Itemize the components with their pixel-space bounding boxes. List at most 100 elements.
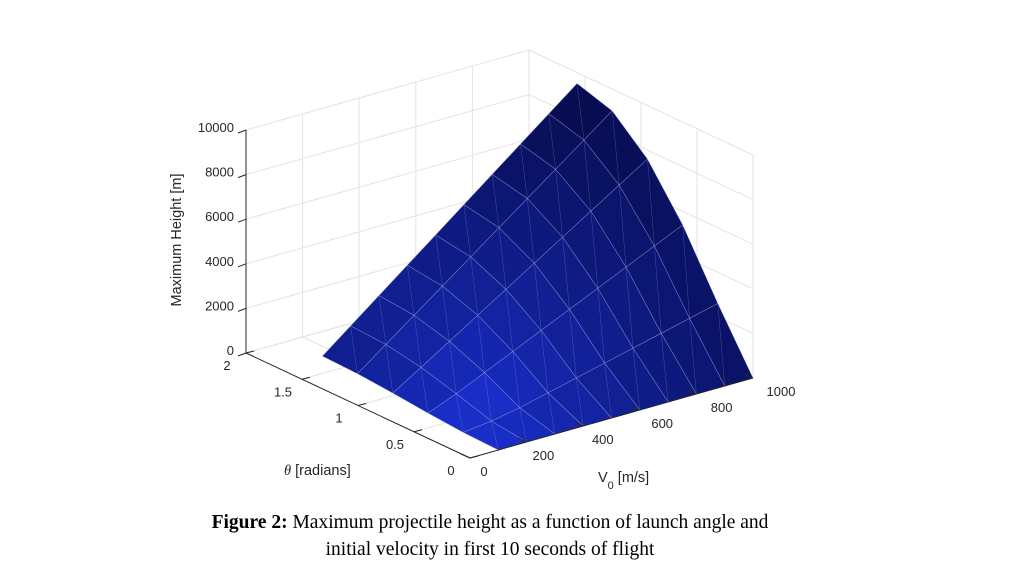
surface-diagonal	[505, 289, 514, 352]
x-axis-label-v: V	[598, 470, 608, 486]
x-tick	[460, 453, 471, 459]
surface-diagonal	[378, 295, 387, 345]
surface-patch	[413, 285, 478, 342]
surface-diagonal	[682, 224, 690, 319]
x-tick-label: 400	[592, 432, 614, 447]
surface-diagonal	[654, 245, 662, 334]
y-tick-label: 2	[223, 358, 230, 373]
surface-diagonal	[350, 325, 358, 374]
surface-diagonal	[442, 286, 450, 342]
z-gridline-back	[245, 94, 530, 176]
z-tick	[237, 263, 247, 268]
surface-diagonal	[413, 315, 422, 368]
surface-diagonal	[534, 263, 542, 331]
surface-diagonal	[618, 185, 627, 268]
surface-patch	[654, 224, 719, 319]
x-axis-line	[469, 377, 754, 459]
z-tick-label: 0	[227, 343, 234, 358]
axes: 020004000600080001000000.511.52020040060…	[198, 120, 796, 479]
surface-diagonal	[555, 169, 563, 238]
surface-diagonal	[449, 341, 457, 394]
z-tick	[237, 129, 247, 134]
y-tick	[245, 350, 255, 354]
z-tick-label: 8000	[205, 165, 234, 180]
z-tick	[237, 174, 247, 179]
y-tick	[469, 455, 479, 459]
surface-patch	[555, 139, 620, 212]
x-tick-label: 1000	[767, 384, 796, 399]
surface-mesh	[322, 83, 754, 451]
surface-diagonal	[632, 348, 641, 411]
x-tick-label: 200	[533, 448, 555, 463]
surface-diagonal	[520, 144, 528, 199]
x-axis-label-unit: [m/s]	[618, 470, 649, 486]
caption-line-2: initial velocity in first 10 seconds of …	[325, 539, 655, 560]
figure-caption: Figure 2: Maximum projectile height as a…	[0, 509, 980, 563]
y-axis-label: θ [radians]	[284, 463, 351, 479]
z-tick-label: 2000	[205, 298, 234, 313]
x-tick-label: 0	[480, 464, 487, 479]
z-tick	[237, 352, 247, 357]
surface-diagonal	[611, 110, 620, 186]
surface-diagonal	[597, 288, 605, 364]
x-tick-label: 600	[651, 416, 673, 431]
z-tick-label: 10000	[198, 120, 234, 135]
surface-diagonal	[435, 234, 443, 287]
surface-diagonal	[491, 174, 500, 228]
x-tick	[517, 437, 527, 443]
surface-diagonal	[512, 351, 520, 408]
surface-diagonal	[576, 83, 585, 141]
x-tick	[687, 389, 697, 395]
surface-diagonal	[583, 140, 592, 212]
surface-diagonal	[604, 363, 612, 419]
surface-diagonal	[491, 421, 499, 451]
y-tick	[413, 429, 423, 433]
surface-diagonal	[498, 227, 507, 290]
x-tick	[573, 421, 584, 427]
z-tick-label: 4000	[205, 254, 234, 269]
surface-diagonal	[660, 333, 669, 403]
theta-symbol: θ	[284, 463, 291, 479]
surface-diagonal	[463, 204, 471, 257]
surface-diagonal	[689, 318, 697, 395]
surface-patch	[392, 367, 457, 414]
surface-diagonal	[540, 330, 549, 393]
y-tick-label: 1.5	[274, 384, 292, 399]
x-axis-label-subscript: 0	[608, 480, 614, 492]
z-tick	[237, 307, 247, 312]
z-gridline-back	[245, 138, 530, 220]
surface-patch	[505, 262, 570, 331]
surface-diagonal	[562, 237, 570, 310]
z-tick-label: 6000	[205, 209, 234, 224]
surface-diagonal	[527, 198, 535, 264]
surface-patch	[455, 372, 521, 422]
surface-diagonal	[456, 393, 464, 433]
z-gridline-back	[245, 49, 530, 131]
surface-diagonal	[385, 344, 394, 394]
surface-diagonal	[470, 256, 478, 316]
x-tick	[630, 405, 641, 411]
caption-line-1: Maximum projectile height as a function …	[287, 512, 769, 533]
surface-diagonal	[717, 303, 725, 387]
y-tick	[301, 376, 311, 380]
surface-diagonal	[590, 211, 599, 289]
surface-diagonal	[484, 372, 492, 422]
y-tick	[357, 403, 367, 406]
surface-diagonal	[477, 315, 485, 373]
x-tick-label: 800	[711, 400, 733, 415]
y-axis-label-text: [radians]	[295, 463, 351, 479]
surface-patch	[583, 110, 648, 186]
y-tick-label: 1	[335, 411, 342, 426]
y-tick-label: 0.5	[386, 437, 404, 452]
x-axis-label: V0 [m/s]	[598, 470, 649, 492]
surface-diagonal	[625, 267, 634, 349]
surface-patch	[322, 325, 387, 375]
z-axis-label: Maximum Height [m]	[169, 174, 185, 307]
surface-diagonal	[569, 309, 577, 379]
surface-diagonal	[519, 407, 527, 443]
surface-patch	[427, 393, 492, 433]
surface-patch	[533, 236, 599, 310]
surface-diagonal	[420, 367, 429, 414]
surface-diagonal	[548, 113, 556, 170]
